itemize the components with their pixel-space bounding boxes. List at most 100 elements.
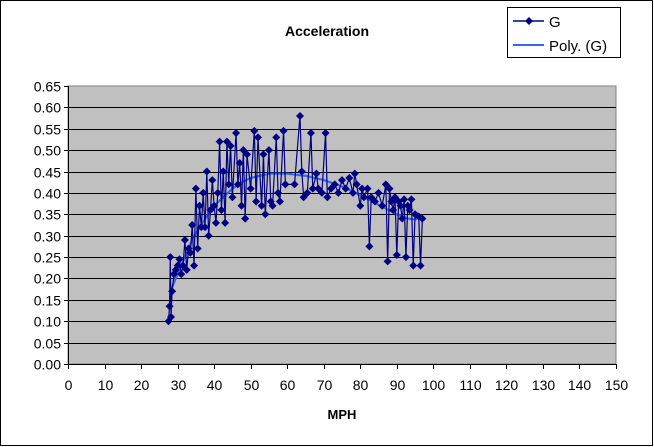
data-point	[215, 137, 224, 146]
data-point	[359, 193, 368, 202]
data-point	[323, 193, 332, 202]
data-point	[330, 180, 339, 189]
data-point	[385, 184, 394, 193]
data-point	[416, 261, 425, 270]
data-point	[219, 167, 228, 176]
data-point	[175, 255, 184, 264]
data-point	[398, 214, 407, 223]
y-tick-label: 0.65	[34, 79, 61, 95]
data-point	[186, 248, 195, 257]
data-point	[405, 206, 414, 215]
data-point	[374, 188, 383, 197]
data-point	[257, 201, 266, 210]
data-point	[279, 126, 288, 135]
data-point	[290, 180, 299, 189]
data-point	[268, 201, 277, 210]
data-point	[250, 126, 259, 135]
y-tick-label: 0.10	[34, 314, 61, 330]
data-point	[334, 188, 343, 197]
y-tick-label: 0.05	[34, 336, 61, 352]
y-tick-label: 0.45	[34, 165, 61, 181]
legend-g-label: G	[549, 14, 561, 31]
legend: G Poly. (G)	[507, 7, 621, 58]
data-point	[202, 167, 211, 176]
data-point	[261, 210, 270, 219]
x-tick-label: 90	[390, 377, 406, 393]
data-point	[352, 180, 361, 189]
x-tick-label: 150	[605, 377, 629, 393]
data-point	[418, 214, 427, 223]
data-point	[253, 133, 262, 142]
y-tick-label: 0.50	[34, 143, 61, 159]
x-axis-label: MPH	[328, 407, 357, 422]
data-point	[237, 201, 246, 210]
y-tick-label: 0.30	[34, 229, 61, 245]
y-tick-label: 0.15	[34, 293, 61, 309]
data-point	[341, 184, 350, 193]
series-g	[164, 111, 427, 326]
data-point	[213, 188, 222, 197]
data-point	[345, 173, 354, 182]
data-point	[177, 270, 186, 279]
data-point	[193, 244, 202, 253]
data-point	[199, 188, 208, 197]
data-point	[210, 201, 219, 210]
data-point	[274, 188, 283, 197]
x-tick-label: 20	[134, 377, 150, 393]
y-axis: 0.00 0.05 0.10 0.15 0.20 0.25 0.30 0.35 0.40 0.45…	[34, 79, 69, 373]
data-point	[272, 133, 281, 142]
data-point	[356, 201, 365, 210]
data-point	[370, 197, 379, 206]
data-point	[182, 265, 191, 274]
data-point	[228, 193, 237, 202]
data-point	[363, 184, 372, 193]
data-point	[165, 302, 174, 311]
data-point	[211, 218, 220, 227]
legend-g-marker	[525, 17, 533, 25]
data-point	[221, 218, 230, 227]
data-point	[252, 197, 261, 206]
data-point	[201, 223, 209, 232]
y-tick-label: 0.00	[34, 357, 61, 373]
x-tick-label: 10	[98, 377, 114, 393]
data-point	[243, 150, 252, 159]
x-tick-label: 100	[422, 377, 446, 393]
data-point	[317, 188, 326, 197]
x-tick-label: 130	[532, 377, 556, 393]
y-tick-label: 0.55	[34, 122, 61, 138]
data-point	[392, 250, 401, 259]
data-point	[264, 146, 273, 155]
series-g-line	[167, 115, 423, 322]
y-tick-label: 0.60	[34, 100, 61, 116]
data-point	[389, 206, 398, 215]
x-tick-label: 60	[280, 377, 296, 393]
data-point	[350, 169, 359, 178]
data-point	[233, 180, 242, 189]
chart-title: Acceleration	[285, 23, 369, 39]
gridlines	[68, 107, 616, 344]
data-point	[208, 176, 217, 185]
y-tick-label: 0.20	[34, 271, 61, 287]
data-point	[241, 214, 250, 223]
y-tick-label: 0.35	[34, 207, 61, 223]
data-point	[188, 221, 197, 229]
plot-area	[67, 85, 617, 365]
data-point	[303, 188, 312, 197]
data-point	[396, 201, 405, 210]
data-point	[191, 184, 200, 193]
data-point	[308, 184, 317, 193]
data-point	[295, 111, 304, 120]
data-point	[401, 253, 410, 262]
data-point	[400, 195, 409, 204]
x-tick-label: 50	[244, 377, 260, 393]
data-point	[358, 184, 367, 193]
data-point	[167, 312, 176, 321]
x-tick-label: 30	[171, 377, 187, 393]
legend-box	[507, 7, 621, 58]
data-point	[204, 231, 213, 240]
data-point	[226, 141, 235, 150]
data-point	[306, 129, 315, 138]
data-point	[168, 287, 177, 296]
legend-trend-label: Poly. (G)	[549, 38, 607, 55]
